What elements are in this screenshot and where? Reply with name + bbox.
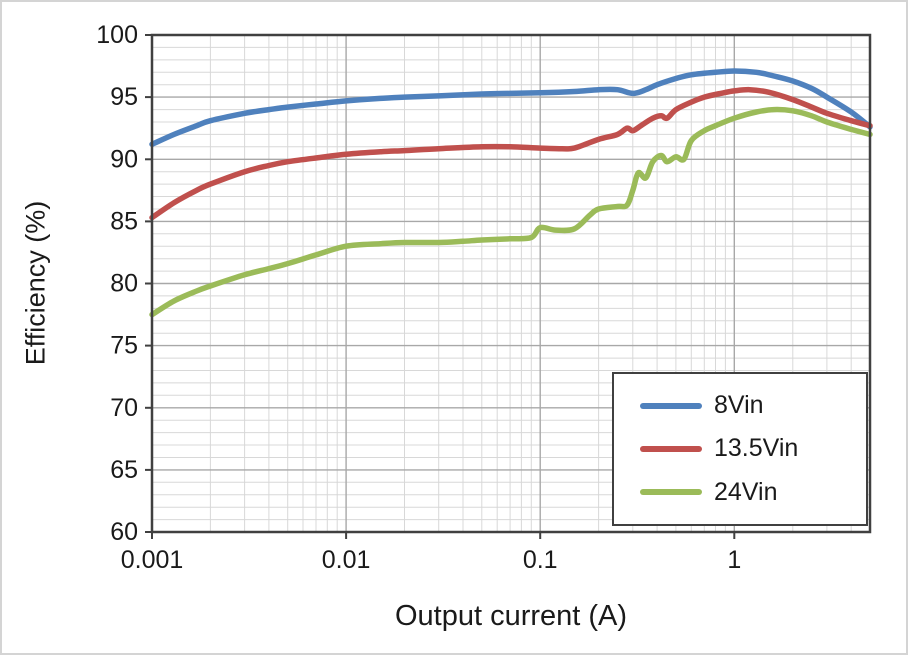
y-tick-label: 90 <box>110 145 138 173</box>
y-axis-title: Efficiency (%) <box>20 200 51 366</box>
legend-entry: 24Vin <box>640 477 856 506</box>
x-tick-label: 0.001 <box>121 546 184 574</box>
legend-entry: 13.5Vin <box>640 436 856 461</box>
y-tick-label: 65 <box>110 456 138 484</box>
series-line-8vin <box>149 68 873 148</box>
y-tick-label: 100 <box>96 21 138 49</box>
legend-entry: 8Vin <box>640 393 856 418</box>
x-axis-title: Output current (A) <box>394 600 628 632</box>
x-tick-label: 0.01 <box>322 546 371 574</box>
y-tick-label: 60 <box>110 518 138 546</box>
legend-line-13-5vin <box>640 445 702 452</box>
y-tick-label: 75 <box>110 332 138 360</box>
y-tick-label: 95 <box>110 83 138 111</box>
series-curves <box>149 68 873 318</box>
legend-label-24vin: 24Vin <box>714 477 778 506</box>
series-line-24vin <box>149 106 873 318</box>
series-line-13-5vin <box>149 86 873 221</box>
legend-label-13-5vin: 13.5Vin <box>714 434 799 463</box>
tick-labels: 60 65 70 75 80 85 90 95 100 0.001 0.01 0.1 1 <box>96 21 741 574</box>
x-tick-label: 0.1 <box>523 546 558 574</box>
x-tick-label: 1 <box>727 546 741 574</box>
legend-line-8vin <box>640 402 702 409</box>
y-tick-label: 70 <box>110 394 138 422</box>
axis-ticks <box>145 34 736 539</box>
legend-label-8vin: 8Vin <box>714 391 764 420</box>
y-tick-label: 80 <box>110 270 138 298</box>
legend: 8Vin 13.5Vin 24Vin <box>612 372 868 526</box>
y-tick-label: 85 <box>110 207 138 235</box>
legend-line-24vin <box>640 489 702 496</box>
